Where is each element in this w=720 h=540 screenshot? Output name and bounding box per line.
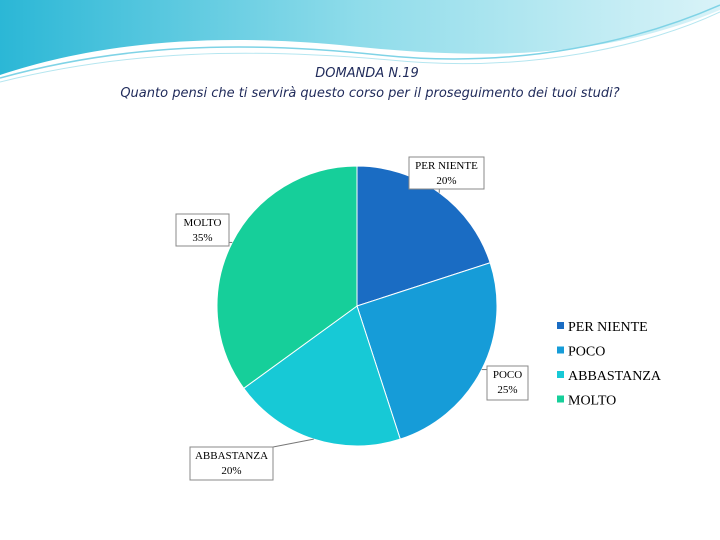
pie-slice — [243, 305, 401, 447]
header-swoosh — [0, 0, 720, 75]
data-label-box — [486, 365, 529, 401]
legend-label: POCO — [568, 345, 605, 360]
legend-label: PER NIENTE — [568, 320, 648, 335]
data-label-name: ABBASTANZA — [195, 450, 268, 462]
legend-label: MOLTO — [568, 394, 616, 409]
data-label-value: 20% — [221, 465, 241, 477]
legend-label: ABBASTANZA — [568, 369, 662, 384]
legend-swatch — [557, 322, 564, 329]
data-label-name: PER NIENTE — [415, 160, 478, 172]
data-label-box — [189, 446, 274, 481]
data-label-value: 20% — [436, 175, 456, 187]
data-label-box — [408, 156, 485, 190]
leader-line — [272, 438, 314, 448]
chart-title: DOMANDA N.19 — [315, 66, 419, 81]
pie-slice — [356, 165, 491, 307]
data-label-value: 35% — [192, 232, 212, 244]
data-label-name: POCO — [493, 369, 522, 381]
chart-subtitle: Quanto pensi che ti servirà questo corso… — [120, 86, 619, 101]
data-label-box — [175, 213, 230, 247]
swoosh-line — [0, 11, 720, 83]
pie-slice — [356, 262, 498, 440]
legend-swatch — [557, 395, 564, 403]
pie-slice — [216, 165, 358, 389]
legend-swatch — [557, 346, 564, 354]
legend-swatch — [557, 371, 564, 378]
swoosh-line — [0, 4, 720, 79]
data-label-value: 25% — [497, 384, 517, 396]
data-label-name: MOLTO — [184, 217, 222, 229]
